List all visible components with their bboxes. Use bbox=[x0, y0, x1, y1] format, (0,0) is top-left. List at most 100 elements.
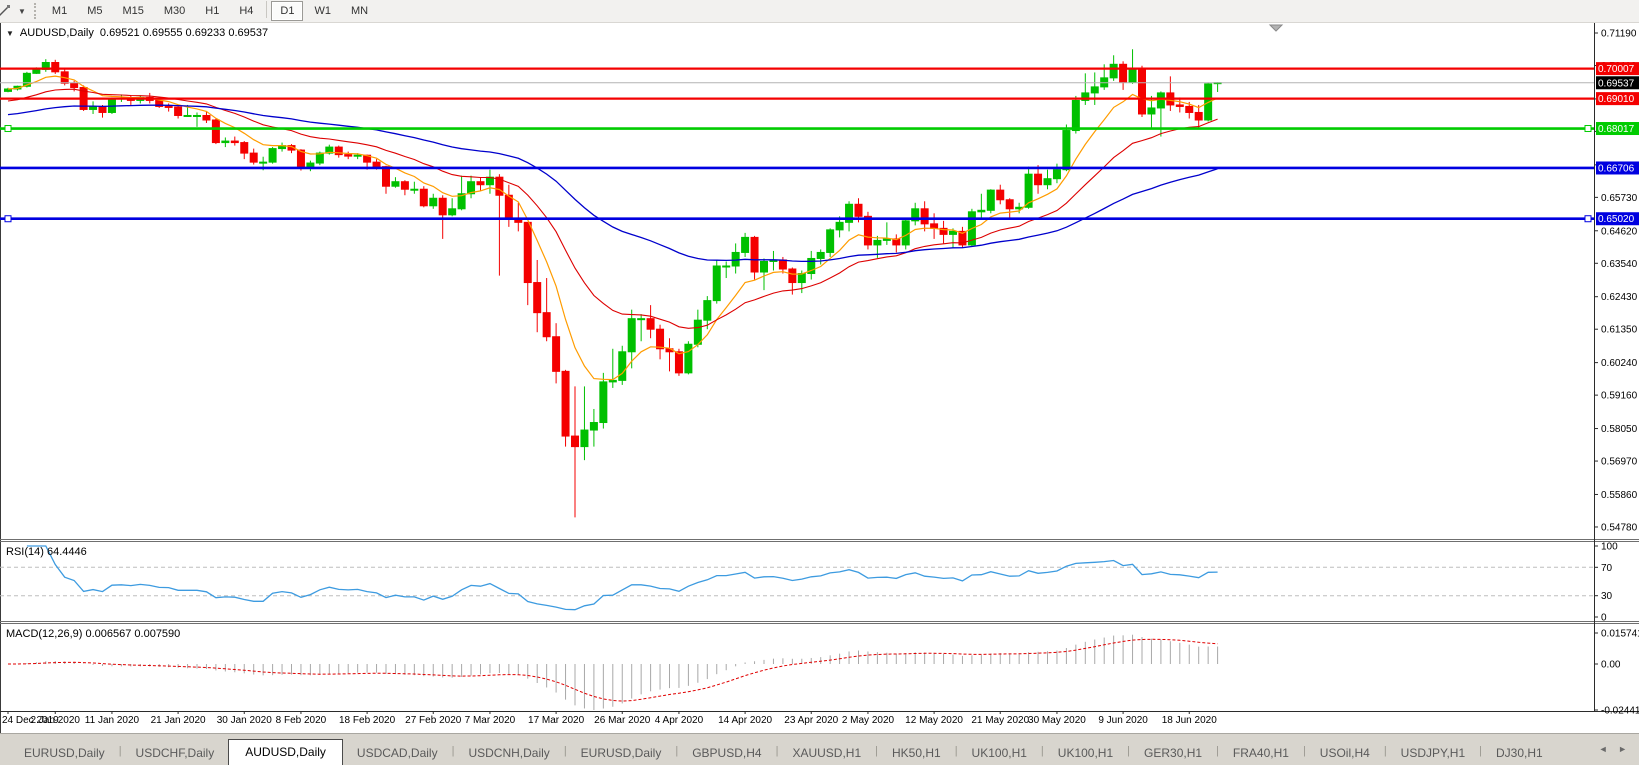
candle-body bbox=[552, 336, 561, 372]
date-label: 9 Jun 2020 bbox=[1098, 715, 1148, 726]
timeframe-button-h1[interactable]: H1 bbox=[196, 1, 228, 21]
collapse-triangle-icon[interactable]: ▼ bbox=[6, 28, 14, 38]
chart-tab-usdjpy-h1[interactable]: USDJPY,H1 bbox=[1400, 746, 1466, 760]
candle-body bbox=[51, 62, 60, 73]
candle-body bbox=[1052, 169, 1061, 180]
mid-ma-line bbox=[7, 88, 1218, 329]
price-label-text: 0.69010 bbox=[1598, 94, 1635, 105]
candle-body bbox=[467, 181, 476, 195]
price-axis-tick-label: 0.56970 bbox=[1601, 457, 1638, 468]
slow-ma-line bbox=[7, 104, 1218, 263]
candle-body bbox=[627, 318, 636, 353]
price-label-text: 0.65020 bbox=[1598, 214, 1635, 225]
candle-body bbox=[826, 229, 835, 253]
toolbar-grip[interactable] bbox=[33, 3, 36, 19]
candle-body bbox=[873, 239, 882, 246]
tab-separator: | bbox=[675, 745, 679, 757]
candle-body bbox=[221, 140, 230, 144]
level-anchor-handle[interactable] bbox=[4, 215, 12, 223]
price-axis-tick-label: 0.55860 bbox=[1601, 490, 1638, 501]
candle-body bbox=[939, 227, 948, 235]
chart-tab-xauusd-h1[interactable]: XAUUSD,H1 bbox=[792, 746, 862, 760]
chart-tab-ger30-h1[interactable]: GER30,H1 bbox=[1144, 746, 1203, 760]
chart-tab-gbpusd-h4[interactable]: GBPUSD,H4 bbox=[692, 746, 762, 760]
chart-tab-usoil-h4[interactable]: USOil,H4 bbox=[1319, 746, 1370, 760]
candle-body bbox=[202, 114, 211, 121]
candle-body bbox=[1071, 99, 1080, 132]
draw-line-tool-icon[interactable] bbox=[0, 2, 14, 20]
timeframe-button-w1[interactable]: W1 bbox=[305, 1, 340, 21]
timeframe-button-d1[interactable]: D1 bbox=[271, 1, 304, 21]
candle-body bbox=[637, 318, 646, 321]
candle-body bbox=[1043, 178, 1052, 186]
date-label: 21 Jan 2020 bbox=[151, 715, 206, 726]
candle-body bbox=[504, 194, 513, 220]
candle-body bbox=[429, 197, 438, 207]
chart-tab-audusd-daily[interactable]: AUDUSD,Daily bbox=[228, 739, 343, 765]
candle-body bbox=[1147, 107, 1156, 115]
candle-body bbox=[816, 251, 825, 259]
timeframe-button-m5[interactable]: M5 bbox=[78, 1, 111, 21]
price-axis-tick-label: 0.63540 bbox=[1601, 259, 1638, 270]
candle-body bbox=[419, 188, 428, 207]
candle-body bbox=[476, 181, 485, 186]
tab-separator: | bbox=[1383, 745, 1387, 757]
chart-title: ▼ AUDUSD,Daily 0.69521 0.69555 0.69233 0… bbox=[6, 27, 268, 39]
tab-separator: | bbox=[1216, 745, 1219, 757]
timeframe-button-m15[interactable]: M15 bbox=[113, 1, 152, 21]
level-anchor-handle[interactable] bbox=[1584, 125, 1592, 133]
price-axis-tick-label: 0.64620 bbox=[1601, 226, 1638, 237]
draw-tool-dropdown-caret-icon[interactable]: ▼ bbox=[18, 6, 26, 16]
tab-separator: | bbox=[451, 745, 455, 757]
level-anchor-handle[interactable] bbox=[1584, 215, 1592, 223]
candle-body bbox=[911, 208, 920, 222]
chart-tab-usdcad-daily[interactable]: USDCAD,Daily bbox=[356, 746, 438, 760]
chart-tab-dj30-h1[interactable]: DJ30,H1 bbox=[1496, 746, 1543, 760]
price-axis-tick-label: 0.62430 bbox=[1601, 292, 1638, 303]
tab-scroll-left-button[interactable]: ◄ bbox=[1598, 744, 1612, 754]
price-axis-tick-label: 0.59160 bbox=[1601, 391, 1638, 402]
candle-body bbox=[863, 215, 872, 246]
candle-body bbox=[1081, 92, 1090, 101]
candle-body bbox=[589, 422, 598, 431]
chart-tab-eurusd-daily[interactable]: EURUSD,Daily bbox=[580, 746, 662, 760]
tab-scroll-right-button[interactable]: ► bbox=[1618, 744, 1631, 754]
chart-tab-eurusd-daily[interactable]: EURUSD,Daily bbox=[24, 746, 105, 760]
chart-tab-usdchf-daily[interactable]: USDCHF,Daily bbox=[135, 746, 215, 760]
candle-body bbox=[259, 161, 268, 164]
timeframe-button-h4[interactable]: H4 bbox=[230, 1, 262, 21]
chart-tab-uk100-h1[interactable]: UK100,H1 bbox=[971, 746, 1027, 760]
candle-body bbox=[1175, 104, 1184, 107]
tab-separator: | bbox=[954, 745, 958, 757]
chart-tab-usdcnh-daily[interactable]: USDCNH,Daily bbox=[468, 746, 550, 760]
chart-tab-uk100-h1[interactable]: UK100,H1 bbox=[1057, 746, 1114, 760]
tab-separator: | bbox=[563, 745, 567, 757]
candle-body bbox=[656, 328, 665, 350]
candle-body bbox=[561, 370, 570, 437]
chart-shift-triangle-icon[interactable] bbox=[1268, 24, 1284, 32]
candle-body bbox=[996, 189, 1005, 201]
candle-body bbox=[353, 154, 362, 157]
candle-body bbox=[1138, 68, 1146, 115]
tab-separator: | bbox=[1479, 745, 1483, 757]
chart-tab-hk50-h1[interactable]: HK50,H1 bbox=[891, 746, 941, 760]
candle-body bbox=[22, 72, 31, 87]
candle-body bbox=[580, 429, 589, 448]
price-label-box bbox=[1596, 212, 1639, 226]
timeframe-button-mn[interactable]: MN bbox=[342, 1, 377, 21]
rsi-axis-tick-label: 30 bbox=[1601, 591, 1613, 602]
timeframe-button-m30[interactable]: M30 bbox=[155, 1, 194, 21]
chart-tab-bar: EURUSD,Daily | USDCHF,Daily AUDUSD,Daily USD… bbox=[0, 733, 1639, 765]
level-anchor-handle[interactable] bbox=[4, 125, 12, 133]
price-label-text: 0.66706 bbox=[1598, 163, 1635, 174]
candle-body bbox=[382, 166, 390, 187]
candle-body bbox=[797, 273, 806, 284]
chart-tab-fra40-h1[interactable]: FRA40,H1 bbox=[1232, 746, 1289, 760]
candle-body bbox=[1185, 105, 1194, 113]
candle-body bbox=[882, 238, 891, 241]
date-label: 14 Apr 2020 bbox=[718, 715, 772, 726]
price-label-box bbox=[1596, 76, 1639, 90]
timeframe-button-m1[interactable]: M1 bbox=[43, 1, 76, 21]
